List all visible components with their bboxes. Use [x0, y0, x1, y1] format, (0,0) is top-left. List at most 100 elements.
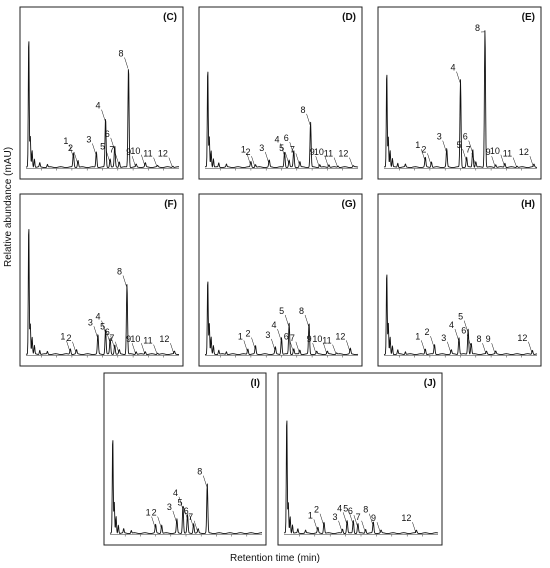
peak-label: 12	[338, 149, 348, 159]
peak-leader-line	[349, 157, 354, 168]
panel-frame	[277, 372, 443, 546]
y-axis-title: Relative abundance (mAU)	[3, 147, 14, 267]
peak-label: 1	[238, 331, 243, 341]
peak-leader-line	[412, 522, 417, 534]
peak-label: 9	[126, 334, 131, 344]
peak-leader-line	[295, 341, 300, 353]
peak-leader-line	[463, 320, 468, 332]
peak-label: 4	[271, 320, 276, 330]
peak-label: 2	[314, 505, 319, 515]
peak-label: 8	[118, 48, 123, 58]
peak-leader-line	[124, 57, 129, 69]
peak-leader-line	[265, 151, 269, 164]
peak-leader-line	[338, 520, 343, 532]
peak-label: 6	[284, 133, 289, 143]
peak-label: 3	[437, 132, 442, 142]
peak-label: 6	[461, 326, 466, 336]
peak-label: 10	[130, 334, 140, 344]
peak-label: 1	[146, 508, 151, 518]
peak-label: 5	[279, 143, 284, 153]
peak-label: 9	[310, 147, 315, 157]
peak-label: 9	[486, 334, 491, 344]
peak-leader-line	[170, 343, 175, 355]
peak-label: 8	[299, 306, 304, 316]
peak-label: 2	[152, 508, 157, 518]
panel-label: (G)	[342, 199, 356, 210]
peak-leader-line	[284, 314, 289, 327]
peak-label: 12	[158, 149, 168, 159]
peak-label: 8	[475, 23, 480, 33]
peak-leader-line	[73, 151, 78, 164]
peak-leader-line	[246, 153, 251, 165]
peak-label: 5	[100, 321, 105, 331]
panel-frame	[198, 193, 363, 367]
peak-leader-line	[512, 157, 517, 168]
peak-label: 7	[109, 144, 114, 154]
peak-label: 1	[308, 510, 313, 520]
peak-label: 11	[322, 336, 331, 346]
x-axis-title: Retention time (min)	[230, 553, 320, 564]
peak-leader-line	[178, 496, 183, 508]
panel-frame	[198, 6, 363, 180]
peak-label: 9	[307, 334, 312, 344]
peak-leader-line	[342, 512, 347, 524]
peak-label: 3	[167, 502, 172, 512]
peak-leader-line	[324, 156, 329, 168]
peak-leader-line	[115, 153, 120, 165]
peak-label: 10	[314, 147, 324, 157]
peak-label: 2	[421, 144, 426, 154]
peak-leader-line	[72, 341, 77, 353]
peak-leader-line	[101, 109, 106, 121]
peak-label: 8	[197, 467, 202, 477]
peak-leader-line	[349, 512, 354, 524]
peak-leader-line	[105, 150, 110, 162]
peak-leader-line	[421, 149, 426, 161]
peak-leader-line	[141, 343, 146, 355]
panel-label: (J)	[424, 378, 436, 389]
peak-leader-line	[315, 156, 320, 168]
peak-label: 3	[265, 330, 270, 340]
panel-label: (D)	[342, 12, 356, 23]
peak-leader-line	[430, 336, 435, 348]
peak-label: 8	[363, 505, 368, 515]
peak-leader-line	[110, 336, 115, 348]
peak-leader-line	[332, 344, 337, 355]
peak-leader-line	[528, 341, 533, 353]
peak-leader-line	[369, 513, 374, 525]
chromatogram-trace	[383, 274, 538, 356]
peak-label: 8	[301, 105, 306, 115]
peak-label: 11	[143, 336, 152, 346]
peak-leader-line	[131, 343, 136, 355]
peak-leader-line	[333, 157, 338, 168]
peak-label: 5	[458, 312, 463, 322]
peak-leader-line	[295, 153, 300, 165]
peak-label: 9	[486, 147, 491, 157]
peak-label: 7	[109, 333, 114, 343]
peak-leader-line	[313, 519, 318, 531]
peak-label: 6	[105, 129, 110, 139]
peak-leader-line	[271, 338, 276, 351]
chromatogram-trace	[283, 420, 439, 535]
chromatogram-trace	[204, 71, 359, 169]
peak-leader-line	[491, 343, 496, 355]
peak-label: 12	[517, 333, 527, 343]
peak-leader-line	[289, 340, 294, 352]
peak-label: 5	[178, 498, 183, 508]
peak-leader-line	[131, 156, 136, 168]
peak-leader-line	[92, 143, 97, 155]
peak-leader-line	[346, 340, 351, 352]
peak-leader-line	[183, 506, 188, 518]
peak-leader-line	[471, 153, 476, 165]
peak-leader-line	[500, 154, 505, 166]
panel-label: (C)	[163, 12, 177, 23]
peak-label: 7	[290, 144, 295, 154]
peak-label: 10	[130, 146, 140, 156]
panel-label: (E)	[522, 12, 535, 23]
peak-leader-line	[456, 71, 461, 83]
peak-label: 7	[188, 512, 193, 522]
